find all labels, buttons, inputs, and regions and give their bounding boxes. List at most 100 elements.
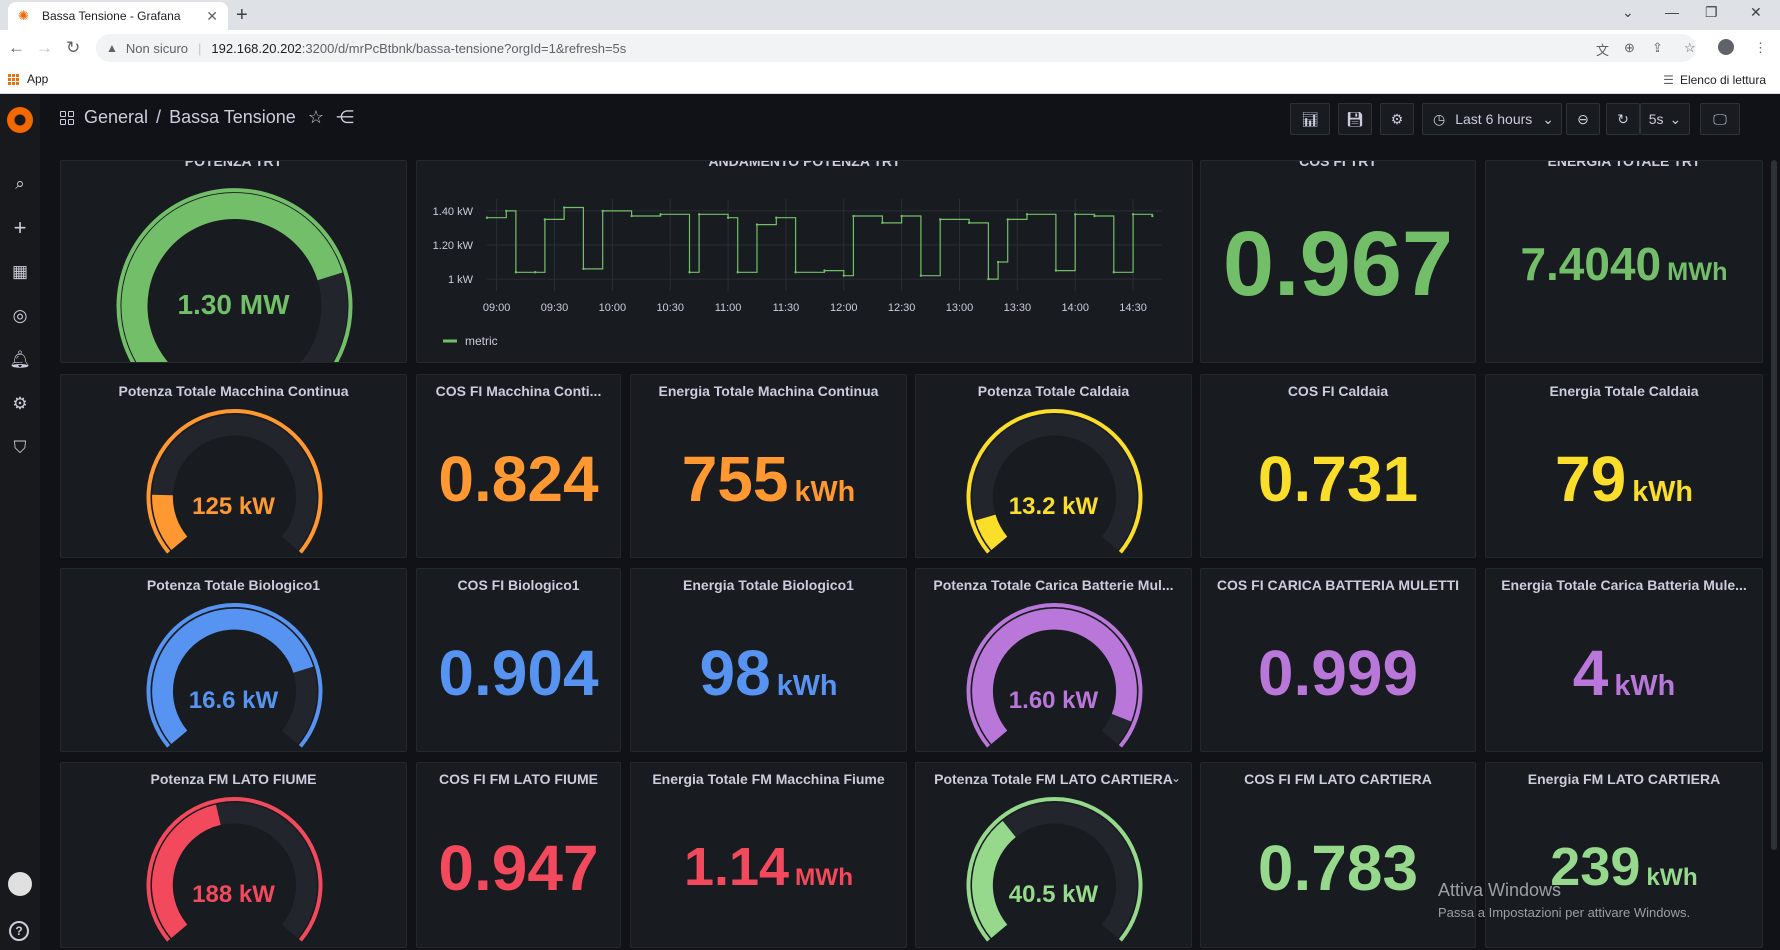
reload-icon[interactable]: ↻ xyxy=(66,38,81,57)
translate-icon[interactable]: 文 xyxy=(1596,43,1610,58)
panel-en-bio[interactable]: Energia Totale Biologico1 98 kWh xyxy=(630,568,907,752)
configuration-gear-icon[interactable]: ⚙ xyxy=(12,394,28,413)
address-bar[interactable]: ▲ Non sicuro | 192.168.20.202 :3200/d/mr… xyxy=(96,34,1696,62)
plus-icon[interactable]: + xyxy=(13,215,27,240)
panel-energia-trt[interactable]: ENERGIA TOTALE TRT 7.4040 MWh xyxy=(1485,160,1763,363)
help-icon[interactable]: ? xyxy=(9,921,29,941)
profile-avatar-icon[interactable] xyxy=(1718,39,1734,55)
panel-title[interactable]: COS FI CARICA BATTERIA MULETTI xyxy=(1216,577,1460,593)
panel-title[interactable]: ENERGIA TOTALE TRT xyxy=(1547,160,1701,169)
panel-title[interactable]: Energia Totale Carica Batteria Mule... xyxy=(1501,577,1747,593)
panel-cos-fiume[interactable]: COS FI FM LATO FIUME 0.947 xyxy=(416,762,621,948)
panel-title[interactable]: Energia Totale Machina Continua xyxy=(658,383,879,399)
panel-en-macchina[interactable]: Energia Totale Machina Continua 755 kWh xyxy=(630,374,907,558)
panel-pot-cartiera[interactable]: Potenza Totale FM LATO CARTIERA ⌄ 40.5 kW xyxy=(915,762,1192,948)
browser-menu-icon[interactable]: ⋮ xyxy=(1754,40,1767,55)
panel-pot-macchina[interactable]: Potenza Totale Macchina Continua 125 kW xyxy=(60,374,407,558)
restore-window-icon[interactable]: ❐ xyxy=(1705,4,1718,20)
x-tick-label: 13:00 xyxy=(946,302,974,314)
warning-triangle-icon[interactable]: ▲ xyxy=(106,41,118,55)
panel-cos-macchina[interactable]: COS FI Macchina Conti... 0.824 xyxy=(416,374,621,558)
alerting-bell-icon[interactable]: 🔔︎ xyxy=(9,350,31,369)
panel-title[interactable]: Energia Totale Caldaia xyxy=(1549,383,1699,399)
gauge-value: 13.2 kW xyxy=(1008,493,1099,520)
stat-value: 755 kWh xyxy=(631,442,906,516)
stat-unit: MWh xyxy=(795,864,854,892)
server-admin-shield-icon[interactable]: ⛉ xyxy=(13,438,27,457)
gauge-svg xyxy=(146,797,323,942)
search-icon[interactable]: ⌕ xyxy=(15,174,25,193)
zoom-icon[interactable]: ⊕ xyxy=(1624,40,1635,55)
time-range-picker[interactable]: ◷ Last 6 hours ⌄ xyxy=(1422,103,1562,135)
panel-cos-bio[interactable]: COS FI Biologico1 0.904 xyxy=(416,568,621,752)
share-dashboard-icon[interactable]: ⋲ xyxy=(335,107,354,127)
panel-title[interactable]: Energia FM LATO CARTIERA xyxy=(1527,771,1721,787)
panel-andamento[interactable]: ANDAMENTO POTENZA TRT 1 kW 1.20 kW 1.40 kW 0… xyxy=(416,160,1193,363)
close-window-icon[interactable]: ✕ xyxy=(1750,4,1762,20)
panel-pot-caldaia[interactable]: Potenza Totale Caldaia 13.2 kW xyxy=(915,374,1192,558)
stat-number: 4 xyxy=(1572,636,1609,709)
tab-search-chevron-icon[interactable]: ⌄ xyxy=(1622,4,1634,20)
x-tick-label: 14:30 xyxy=(1119,302,1147,314)
panel-en-batt[interactable]: Energia Totale Carica Batteria Mule... 4 k… xyxy=(1485,568,1763,752)
dashboard-settings-gear-icon[interactable]: ⚙ xyxy=(1380,103,1414,135)
panel-title[interactable]: COS FI TRT xyxy=(1299,160,1377,169)
insecure-label[interactable]: Non sicuro xyxy=(125,40,189,56)
panel-title[interactable]: Energia Totale FM Macchina Fiume xyxy=(652,771,885,787)
panel-title[interactable]: COS FI FM LATO CARTIERA xyxy=(1244,771,1432,787)
dashboards-icon[interactable]: ▦ xyxy=(11,262,29,281)
minimize-window-icon[interactable]: — xyxy=(1665,4,1679,20)
panel-potenza-trt[interactable]: POTENZA TRT 1.30 MW xyxy=(60,160,407,363)
share-page-icon[interactable]: ⇪ xyxy=(1652,40,1663,55)
panel-cosfi-trt[interactable]: COS FI TRT 0.967 xyxy=(1200,160,1476,363)
stat-unit: kWh xyxy=(776,669,838,702)
stat-unit: kWh xyxy=(1614,669,1676,702)
x-tick-label: 09:30 xyxy=(541,302,569,314)
user-avatar[interactable] xyxy=(8,872,32,896)
tv-mode-monitor-icon[interactable]: 🖵︎ xyxy=(1700,103,1740,135)
panel-en-caldaia[interactable]: Energia Totale Caldaia 79 kWh xyxy=(1485,374,1763,558)
panel-title[interactable]: COS FI FM LATO FIUME xyxy=(439,771,598,787)
stat-value: 0.999 xyxy=(1201,636,1475,710)
back-arrow-icon[interactable]: ← xyxy=(8,38,25,57)
apps-bookmark[interactable]: App xyxy=(8,72,48,86)
explore-compass-icon[interactable]: ◎ xyxy=(12,306,28,325)
panel-pot-batt[interactable]: Potenza Totale Carica Batterie Mul... 1.6… xyxy=(915,568,1192,752)
panel-pot-fiume[interactable]: Potenza FM LATO FIUME 188 kW xyxy=(60,762,407,948)
panel-cos-batt[interactable]: COS FI CARICA BATTERIA MULETTI 0.999 xyxy=(1200,568,1476,752)
gauge-value-arc xyxy=(972,608,1137,744)
tab-close-icon[interactable]: ✕ xyxy=(206,7,218,24)
panel-en-fiume[interactable]: Energia Totale FM Macchina Fiume 1.14 MWh xyxy=(630,762,907,948)
star-dashboard-icon[interactable]: ☆ xyxy=(307,107,324,127)
panel-en-cartiera[interactable]: Energia FM LATO CARTIERA 239 kWh xyxy=(1485,762,1763,948)
forward-arrow-icon[interactable]: → xyxy=(36,38,53,57)
refresh-dashboard-icon[interactable]: ↻ xyxy=(1606,103,1640,135)
panel-pot-bio[interactable]: Potenza Totale Biologico1 16.6 kW xyxy=(60,568,407,752)
series-line-metric xyxy=(487,206,1153,280)
gauge-svg xyxy=(116,188,353,362)
add-panel-icon[interactable]: 📊︎ xyxy=(1290,103,1330,135)
panel-title[interactable]: Energia Totale Biologico1 xyxy=(683,577,854,593)
tab-title: Bassa Tensione - Grafana xyxy=(42,9,181,23)
panel-title[interactable]: COS FI Biologico1 xyxy=(457,577,580,593)
grafana-logo-icon[interactable] xyxy=(7,107,33,133)
new-tab-button[interactable]: + xyxy=(236,4,248,26)
reading-list-button[interactable]: ☰ Elenco di lettura xyxy=(1663,73,1766,87)
stat-value: 79 kWh xyxy=(1486,442,1762,516)
stat-number: 98 xyxy=(699,636,771,709)
browser-tab[interactable]: ✺ Bassa Tensione - Grafana ✕ xyxy=(8,2,228,30)
dashboard-title[interactable]: Bassa Tensione xyxy=(169,107,296,127)
page-scrollbar[interactable] xyxy=(1771,160,1777,850)
bookmark-star-icon[interactable]: ☆ xyxy=(1684,40,1696,55)
legend-label[interactable]: metric xyxy=(465,334,498,348)
panel-cos-cartiera[interactable]: COS FI FM LATO CARTIERA 0.783 xyxy=(1200,762,1476,948)
panel-title[interactable]: COS FI Caldaia xyxy=(1287,383,1389,399)
panel-cos-caldaia[interactable]: COS FI Caldaia 0.731 xyxy=(1200,374,1476,558)
refresh-interval-picker[interactable]: 5s ⌄ xyxy=(1640,103,1690,135)
zoom-out-icon[interactable]: ⊖ xyxy=(1566,103,1600,135)
breadcrumb-folder[interactable]: General xyxy=(84,107,149,127)
save-dashboard-icon[interactable]: 💾︎ xyxy=(1338,103,1372,135)
gauge-threshold-ring xyxy=(116,188,353,362)
panel-menu-chevron-icon[interactable]: ⌄ xyxy=(1170,771,1181,785)
panel-title[interactable]: COS FI Macchina Conti... xyxy=(435,383,602,399)
